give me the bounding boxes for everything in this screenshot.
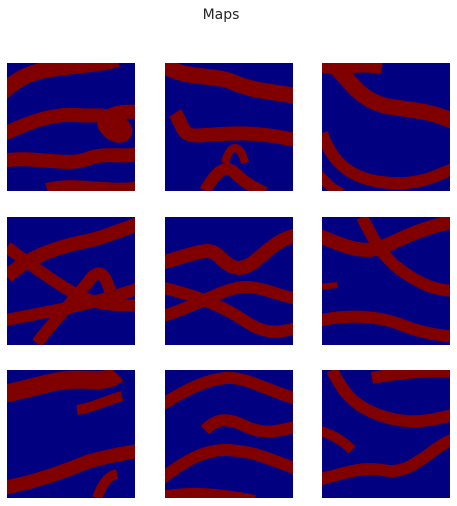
map-panel — [7, 63, 135, 191]
figure-title: Maps — [203, 7, 240, 23]
map-panel — [322, 217, 450, 345]
map-panel — [322, 370, 450, 498]
map-panel — [165, 370, 293, 498]
map-panel — [7, 217, 135, 345]
map-panel — [322, 63, 450, 191]
map-panel — [165, 217, 293, 345]
map-panel — [7, 370, 135, 498]
map-panel — [165, 63, 293, 191]
